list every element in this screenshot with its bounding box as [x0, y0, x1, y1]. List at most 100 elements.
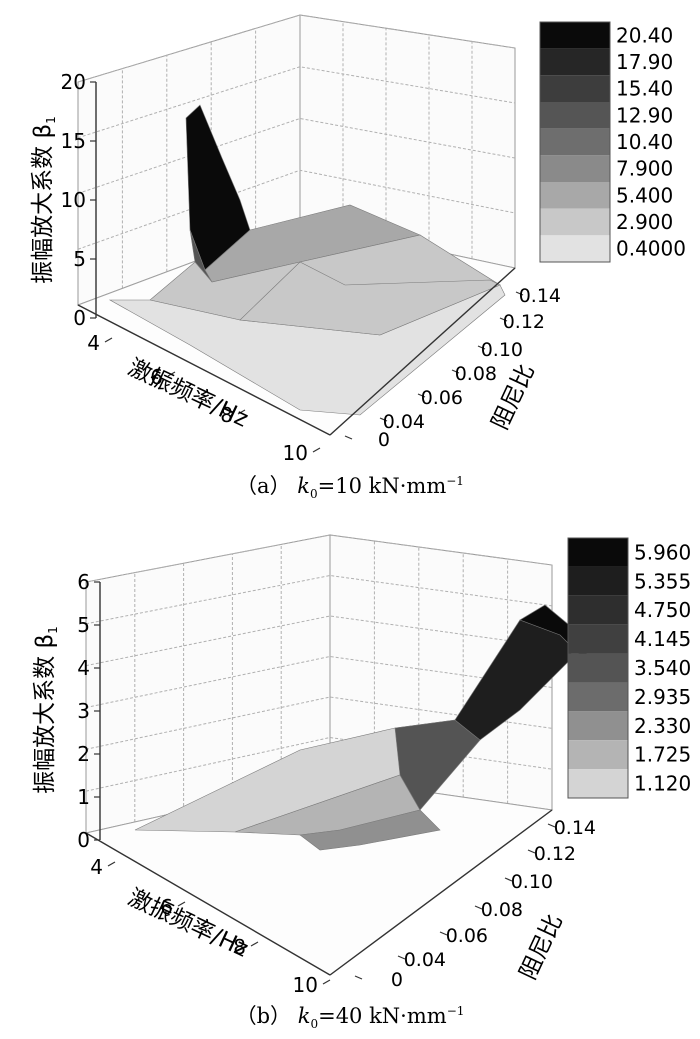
z-tick-label: 3	[77, 699, 90, 723]
y-tick-label: 0.12	[503, 311, 545, 333]
colorbar-label: 1.725	[634, 743, 691, 767]
y-tick	[547, 823, 556, 828]
y-tick-label: 0.12	[534, 843, 576, 865]
z-tick-label: 5	[73, 247, 86, 271]
colorbar-label: 20.40	[616, 23, 673, 47]
colorbar-swatch	[540, 208, 610, 236]
chart-panel-b: 0 1 2 3 4 5 6 4 6 8 10 0 0.04 0.06 0.08 0.10 0.12 0.14 振幅放…	[0, 510, 700, 1039]
colorbar-swatch	[540, 155, 610, 182]
caption-a-sub: 0	[310, 487, 318, 502]
y-tick-label: 0.06	[421, 387, 463, 409]
y-tick-label: 0.14	[554, 817, 596, 839]
colorbar-label: 15.40	[616, 77, 673, 101]
colorbar-swatch	[568, 595, 628, 625]
x-tick-label: 4	[90, 855, 103, 879]
surface-patch	[108, 284, 506, 416]
z-tick-label: 15	[61, 129, 86, 153]
colorbar-label: 2.935	[634, 685, 691, 709]
y-tick	[499, 317, 508, 322]
y-tick	[515, 291, 524, 296]
y-tick	[474, 905, 483, 910]
caption-b-k: k	[297, 1004, 311, 1028]
z-gridline	[77, 14, 516, 83]
colorbar-label: 5.960	[634, 540, 691, 564]
y-tick	[504, 877, 513, 882]
colorbar-label: 3.540	[634, 656, 691, 680]
caption-b-prefix: （b）	[235, 1004, 292, 1028]
y-tick-label: 0.04	[383, 411, 425, 433]
colorbar-swatch	[568, 653, 628, 683]
chart-panel-a: 0 5 10 15 20 4 6 8 10 0 0.04 0.06 0.08 0.10 0.12 0.14 振幅…	[0, 0, 700, 510]
colorbar-label: 7.900	[616, 157, 673, 181]
y-tick	[344, 435, 353, 440]
y-tick	[527, 849, 536, 854]
y-tick-label: 0.04	[404, 949, 446, 971]
colorbar-label: 17.90	[616, 50, 673, 74]
x-tick-label: 6	[160, 895, 173, 919]
colorbar-label: 2.900	[616, 210, 673, 234]
y-tick-label: 0	[391, 969, 403, 991]
caption-b-sup: −1	[446, 1004, 465, 1018]
x-tick-label: 8	[220, 403, 233, 427]
y-tick	[397, 955, 406, 960]
colorbar-swatch	[568, 682, 628, 712]
y-tick-label: 0	[378, 429, 390, 451]
y-tick-label: 0.06	[446, 925, 488, 947]
colorbar-swatch	[540, 102, 610, 129]
y-tick-label: 0.14	[519, 285, 561, 307]
colorbar-frame	[539, 21, 611, 263]
y-tick	[451, 369, 460, 374]
y-tick	[439, 931, 448, 936]
x-tick	[322, 979, 331, 985]
colorbar-label: 4.145	[634, 627, 691, 651]
colorbar-label: 1.120	[634, 772, 691, 796]
z-tick-label: 10	[61, 188, 86, 212]
x-tick-label: 4	[87, 331, 100, 355]
x-tick	[104, 337, 113, 343]
colorbar-label: 0.4000	[616, 237, 686, 261]
surface-patch	[299, 809, 441, 851]
x-tick-label: 10	[293, 973, 318, 997]
caption-b-sub: 0	[310, 1017, 319, 1032]
colorbar-label: 5.355	[634, 569, 691, 593]
colorbar-swatch	[540, 235, 610, 262]
colorbar-swatch	[540, 22, 610, 49]
surface-chart-a: 051015204681000.040.060.080.100.120.14振幅…	[30, 14, 686, 465]
x-tick	[250, 941, 259, 947]
y-tick	[417, 393, 426, 398]
z-tick-label: 5	[77, 613, 90, 637]
colorbar-label: 10.40	[616, 130, 673, 154]
z-tick-label: 0	[73, 306, 86, 330]
caption-a-prefix: （a）	[236, 474, 291, 498]
z-tick-label: 0	[77, 828, 90, 852]
x-axis-line	[77, 304, 331, 436]
z-gridline	[85, 574, 553, 625]
caption-b-value: =40 kN·mm	[318, 1004, 447, 1028]
x-tick	[177, 901, 186, 907]
y-axis-line	[329, 809, 553, 976]
y-tick	[477, 345, 486, 350]
colorbar-swatch	[540, 128, 610, 156]
colorbar-swatch	[540, 75, 610, 102]
z-tick-label: 2	[77, 742, 90, 766]
colorbar-frame	[567, 537, 629, 799]
z-tick-label: 4	[77, 656, 90, 680]
x-tick-label: 10	[283, 441, 308, 465]
colorbar-swatch	[568, 769, 628, 798]
colorbar-swatch	[568, 740, 628, 770]
colorbar-swatch	[568, 711, 628, 741]
caption-a-sup: −1	[446, 474, 464, 488]
colorbar-label: 5.400	[616, 183, 673, 207]
x-tick	[312, 447, 321, 453]
z-tick-label: 6	[77, 570, 90, 594]
y-tick	[354, 975, 363, 980]
y-tick-label: 0.10	[481, 339, 523, 361]
caption-b: （b） k0=40 kN·mm−1	[0, 1000, 700, 1031]
x-tick-label: 8	[233, 935, 246, 959]
y-tick-label: 0.08	[481, 899, 523, 921]
z-gridline	[85, 534, 553, 583]
z-tick-label: 1	[77, 785, 90, 809]
x-tick	[107, 861, 116, 867]
y-tick-label: 0.08	[455, 363, 497, 385]
